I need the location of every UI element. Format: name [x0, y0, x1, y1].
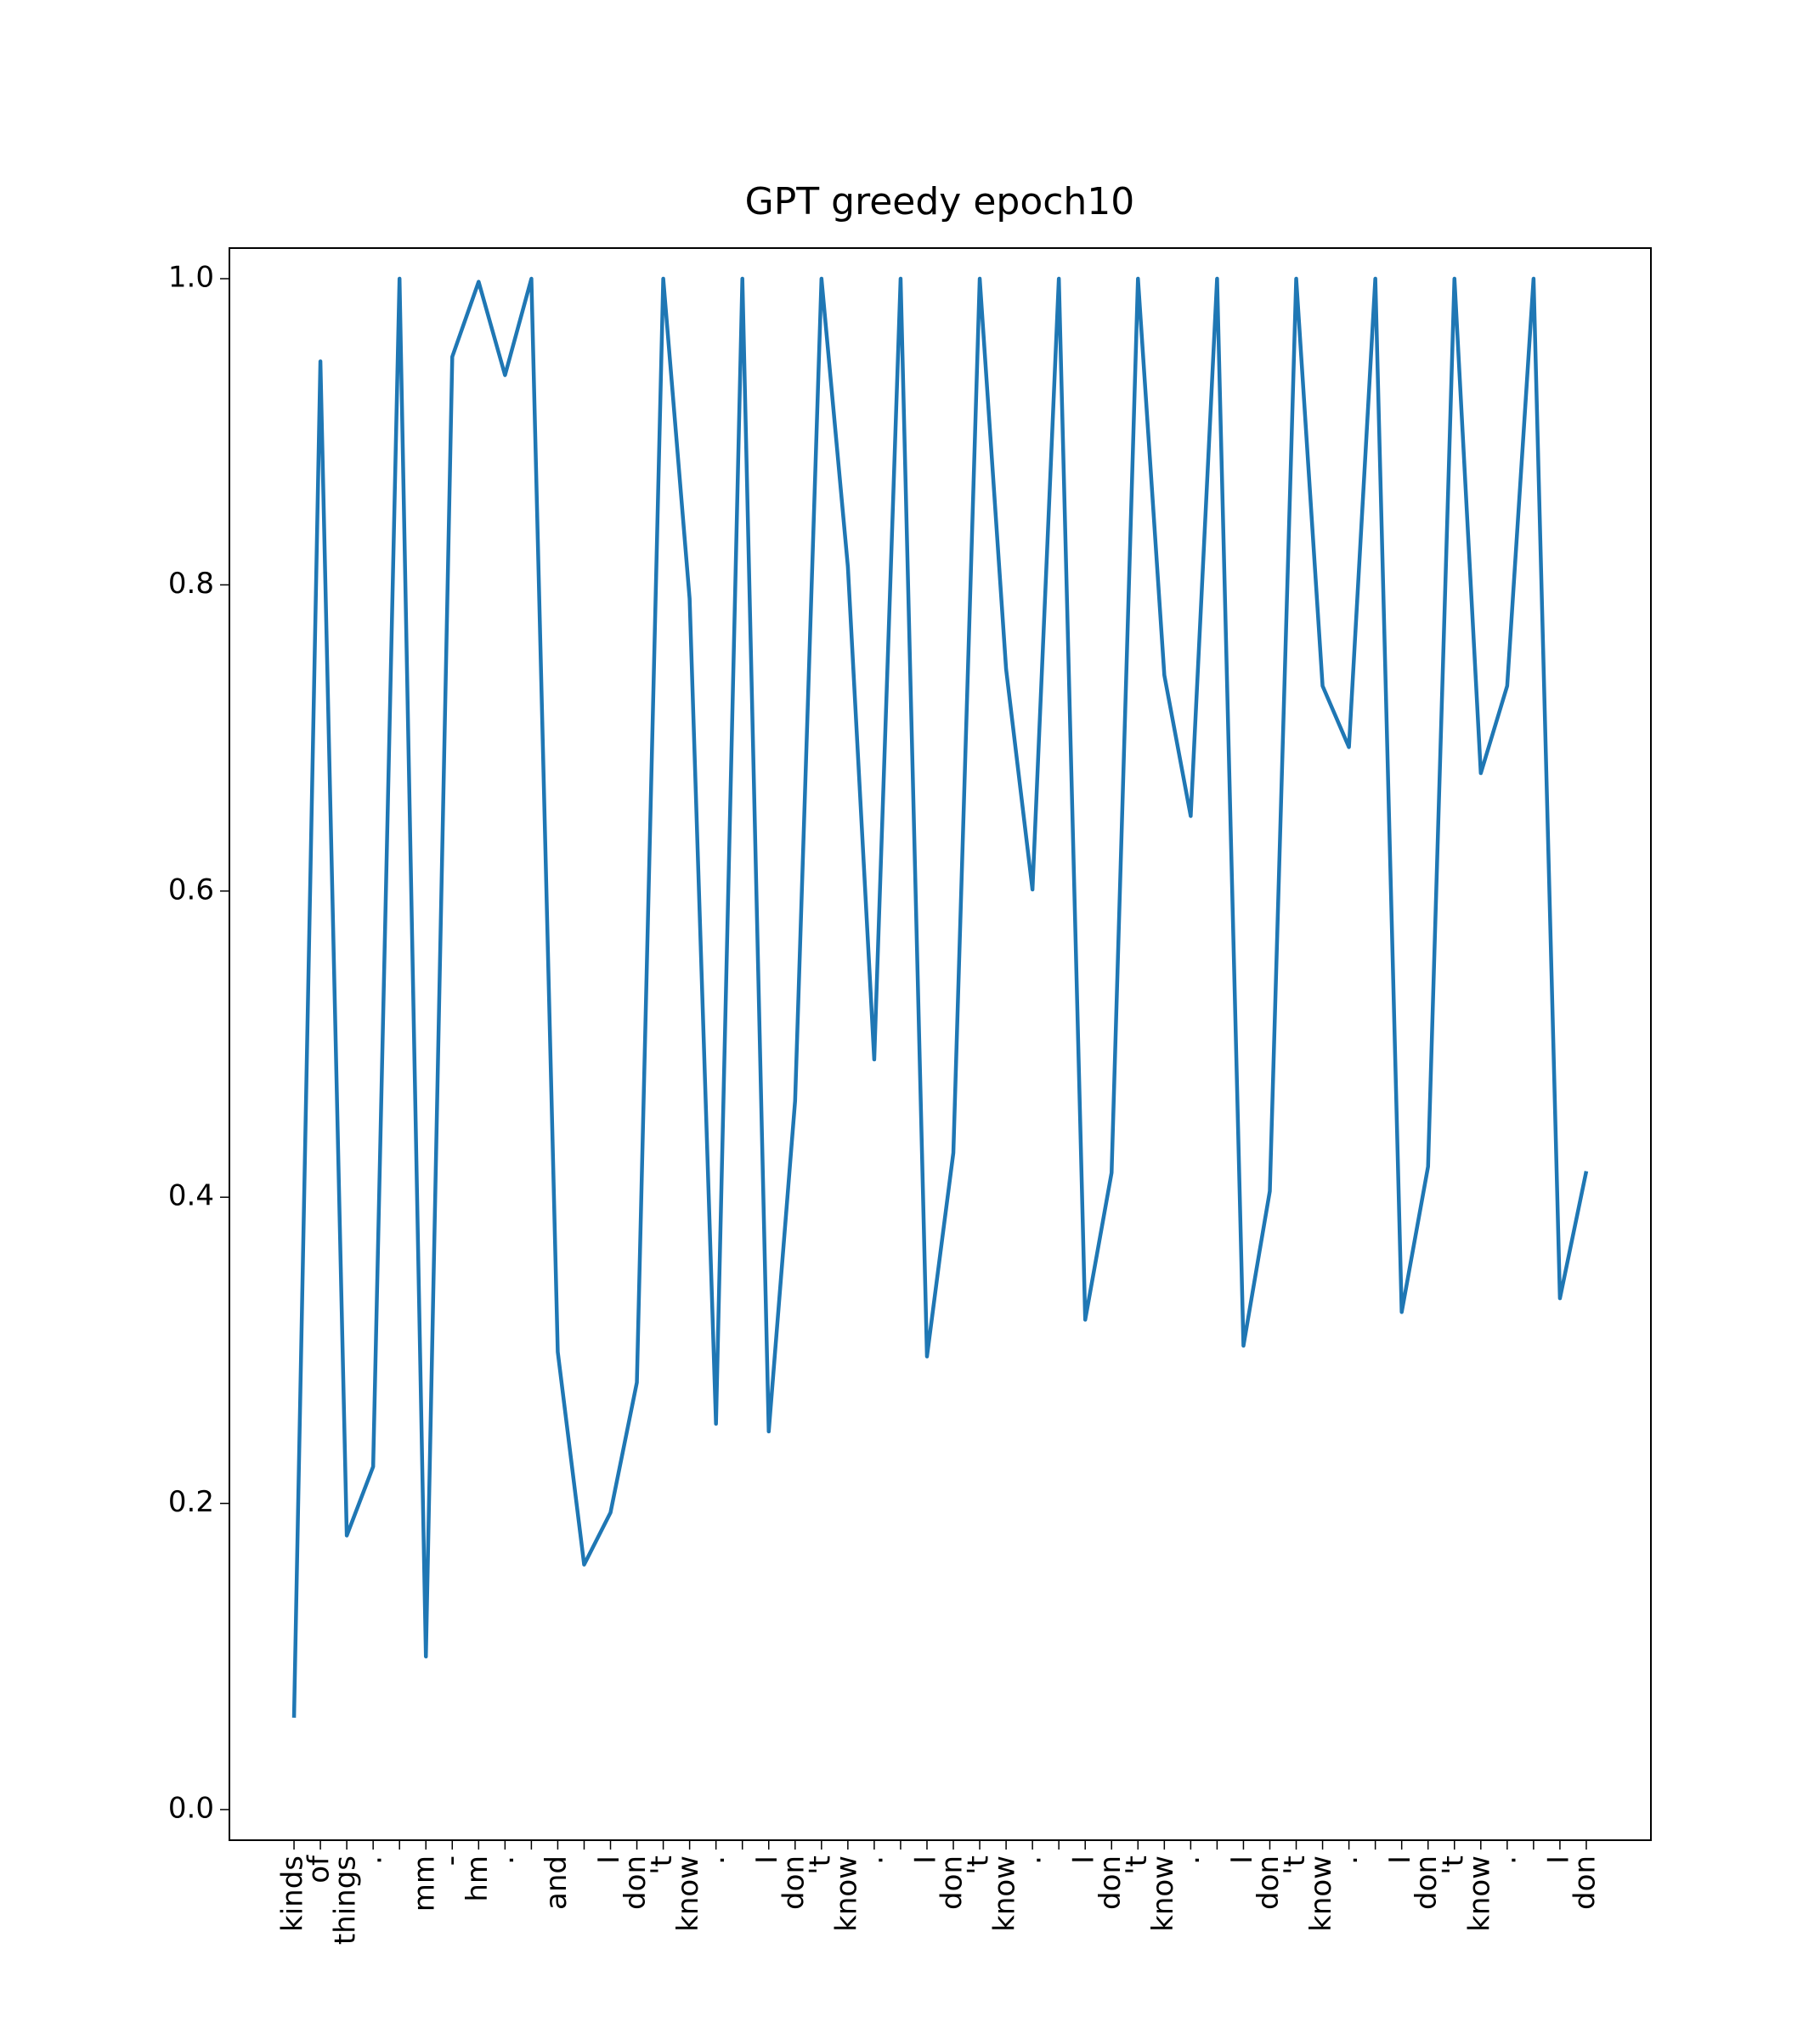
x-tick-label: I — [1541, 1855, 1575, 1864]
x-tick-label: know — [671, 1855, 705, 1932]
x-tick-label: 't — [962, 1855, 996, 1875]
x-tick-label: - — [434, 1855, 468, 1866]
x-tick-label: know — [1146, 1855, 1180, 1932]
y-tick-label: 0.2 — [168, 1485, 214, 1519]
chart-title: GPT greedy epoch10 — [745, 180, 1135, 223]
x-tick-label: hm — [461, 1855, 495, 1902]
x-tick-label: know — [829, 1855, 863, 1932]
x-tick-label: don — [935, 1855, 969, 1910]
y-tick-label: 0.4 — [168, 1179, 214, 1213]
x-tick-label: I — [1383, 1855, 1417, 1864]
x-tick-label: of — [302, 1855, 336, 1884]
y-tick-label: 0.0 — [168, 1791, 214, 1825]
x-tick-label: know — [988, 1855, 1022, 1932]
x-tick-label: 't — [1278, 1855, 1312, 1875]
x-tick-label: . — [856, 1855, 890, 1865]
x-tick-label: I — [592, 1855, 626, 1864]
x-tick-label: kinds — [276, 1855, 310, 1932]
x-tick-label: and — [540, 1855, 574, 1910]
x-tick-label: don — [1568, 1855, 1602, 1910]
plot-frame — [229, 247, 1652, 1841]
x-tick-label: . — [1489, 1855, 1523, 1865]
line — [291, 276, 1589, 1718]
x-tick-label: 't — [645, 1855, 679, 1875]
x-tick-label: 't — [1436, 1855, 1470, 1875]
x-tick-label: I — [1067, 1855, 1101, 1864]
x-tick-label: I — [750, 1855, 784, 1864]
x-tick-label: don — [1094, 1855, 1128, 1910]
x-tick-label: I — [908, 1855, 942, 1864]
x-tick-label: . — [355, 1855, 389, 1865]
x-tick-label: know — [1304, 1855, 1338, 1932]
x-tick-label: . — [1015, 1855, 1048, 1865]
x-tick-label: know — [1462, 1855, 1496, 1932]
x-tick-label: 't — [1120, 1855, 1154, 1875]
y-tick-label: 0.6 — [168, 873, 214, 907]
x-tick-label: don — [1410, 1855, 1444, 1910]
x-tick-label: don — [1252, 1855, 1286, 1910]
x-tick-label: don — [777, 1855, 811, 1910]
x-tick-label: . — [1173, 1855, 1207, 1865]
y-tick-label: 0.8 — [168, 567, 214, 601]
x-tick-label: . — [1331, 1855, 1365, 1865]
x-tick-label: . — [487, 1855, 521, 1865]
y-tick-label: 1.0 — [168, 261, 214, 295]
x-tick-label: mm — [408, 1855, 442, 1912]
x-tick-label: don — [619, 1855, 653, 1910]
x-tick-label: I — [1225, 1855, 1259, 1864]
x-tick-label: things — [329, 1855, 363, 1945]
x-tick-label: . — [698, 1855, 732, 1865]
x-tick-label: 't — [803, 1855, 837, 1875]
